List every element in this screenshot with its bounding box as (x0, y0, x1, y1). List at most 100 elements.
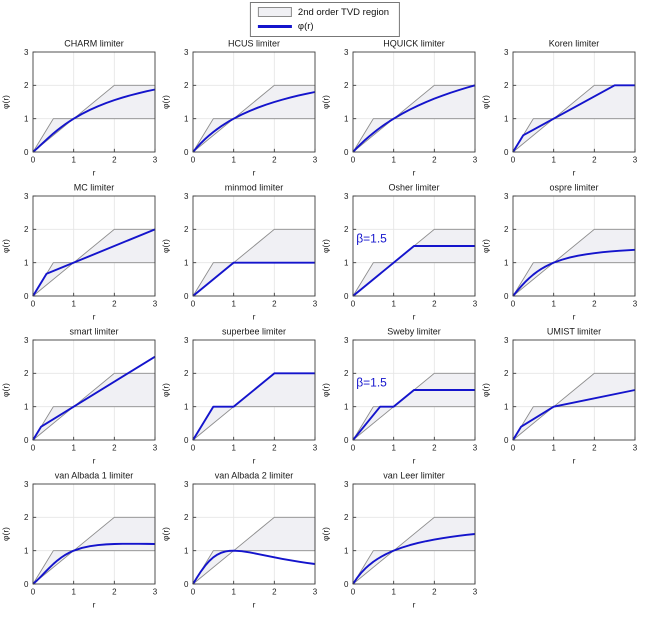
x-tick-label: 0 (351, 300, 356, 309)
x-tick-label: 3 (473, 300, 478, 309)
axes-box (192, 51, 316, 153)
axes-box (512, 195, 636, 297)
subplot-ospre: 0 1 2 3 0 1 2 3 ospre limiter r φ(r) (480, 179, 640, 323)
limiter-curve (32, 88, 156, 153)
y-axis-label: φ(r) (161, 527, 171, 541)
x-tick-label: 3 (633, 156, 638, 165)
y-axis-label: φ(r) (321, 239, 331, 253)
y-tick-label: 0 (344, 148, 349, 157)
subplot-title: van Albada 1 limiter (55, 471, 134, 481)
y-tick-label: 3 (184, 336, 189, 345)
y-tick-label: 0 (24, 436, 29, 445)
x-axis-label: r (413, 168, 416, 178)
x-axis-label: r (573, 456, 576, 466)
x-tick-label: 3 (473, 156, 478, 165)
tvd-region (32, 516, 156, 585)
y-tick-label: 2 (504, 81, 509, 90)
x-tick-label: 1 (551, 444, 556, 453)
subplot-title: Osher limiter (388, 183, 439, 193)
y-axis-label: φ(r) (321, 527, 331, 541)
subplot-superbee: 0 1 2 3 0 1 2 3 superbee limiter r φ(r) (160, 323, 320, 467)
y-axis-label: φ(r) (1, 95, 11, 109)
legend-label-phi-line: φ(r) (297, 20, 314, 32)
x-axis-label: r (253, 456, 256, 466)
x-tick-label: 1 (231, 156, 236, 165)
x-tick-label: 0 (191, 156, 196, 165)
x-tick-label: 0 (351, 156, 356, 165)
y-tick-label: 1 (184, 402, 189, 411)
axes-box (352, 483, 476, 585)
phi-line-swatch (257, 24, 292, 28)
y-tick-label: 1 (24, 402, 29, 411)
tvd-region (352, 516, 476, 585)
subplot-title: MC limiter (74, 183, 115, 193)
subplot-title: HCUS limiter (228, 39, 280, 49)
x-tick-label: 3 (313, 588, 318, 597)
tvd-region (512, 372, 636, 441)
y-axis-label: φ(r) (481, 239, 491, 253)
y-axis-label: φ(r) (481, 95, 491, 109)
axes-box (32, 51, 156, 153)
x-tick-label: 2 (592, 300, 597, 309)
koren-plot: 0 1 2 3 0 1 2 3 Koren limiter r φ(r) (481, 39, 638, 178)
limiter-curve (192, 372, 315, 441)
axes-box (32, 339, 156, 441)
mc-plot: 0 1 2 3 0 1 2 3 MC limiter r φ(r) (1, 183, 158, 322)
x-tick-label: 1 (551, 300, 556, 309)
y-tick-label: 2 (24, 513, 29, 522)
x-tick-label: 2 (592, 444, 597, 453)
x-tick-label: 1 (71, 300, 76, 309)
y-tick-label: 2 (344, 369, 349, 378)
y-tick-label: 0 (504, 436, 509, 445)
subplot-koren: 0 1 2 3 0 1 2 3 Koren limiter r φ(r) (480, 35, 640, 179)
limiter-curve (352, 533, 476, 585)
x-tick-label: 2 (432, 444, 437, 453)
x-tick-label: 1 (391, 444, 396, 453)
limiter-curve (192, 549, 316, 585)
x-tick-label: 2 (272, 444, 277, 453)
van-leer-plot: 0 1 2 3 0 1 2 3 van Leer limiter r φ(r) (321, 471, 478, 610)
y-axis-label: φ(r) (161, 383, 171, 397)
y-tick-label: 3 (24, 336, 29, 345)
x-axis-label: r (93, 312, 96, 322)
y-tick-label: 1 (344, 258, 349, 267)
hquick-plot: 0 1 2 3 0 1 2 3 HQUICK limiter r φ(r) (321, 39, 478, 178)
axes-box (192, 339, 316, 441)
subplot-title: Koren limiter (549, 39, 600, 49)
x-tick-label: 2 (592, 156, 597, 165)
x-tick-label: 1 (231, 444, 236, 453)
y-tick-label: 3 (344, 336, 349, 345)
y-tick-label: 2 (184, 369, 189, 378)
axes-box (32, 195, 156, 297)
x-tick-label: 1 (391, 156, 396, 165)
y-tick-label: 2 (344, 81, 349, 90)
x-tick-label: 3 (473, 444, 478, 453)
x-tick-label: 3 (633, 444, 638, 453)
umist-plot: 0 1 2 3 0 1 2 3 UMIST limiter r φ(r) (481, 327, 638, 466)
legend: 2nd order TVD region φ(r) (249, 2, 401, 37)
tvd-region (32, 372, 156, 441)
van-albada-1-plot: 0 1 2 3 0 1 2 3 van Albada 1 limiter r φ(r) (1, 471, 158, 610)
y-tick-label: 1 (344, 546, 349, 555)
subplot-title: smart limiter (70, 327, 119, 337)
x-tick-label: 3 (313, 156, 318, 165)
x-tick-label: 1 (231, 588, 236, 597)
x-tick-label: 1 (71, 444, 76, 453)
y-tick-label: 2 (344, 513, 349, 522)
x-tick-label: 3 (153, 300, 158, 309)
y-tick-label: 3 (184, 192, 189, 201)
limiter-curve (32, 355, 156, 441)
subplot-title: van Leer limiter (383, 471, 445, 481)
x-tick-label: 0 (351, 588, 356, 597)
y-tick-label: 1 (504, 258, 509, 267)
superbee-plot: 0 1 2 3 0 1 2 3 superbee limiter r φ(r) (161, 327, 318, 466)
x-tick-label: 3 (473, 588, 478, 597)
subplot-van-leer: 0 1 2 3 0 1 2 3 van Leer limiter r φ(r) (320, 467, 480, 611)
tvd-region (512, 228, 636, 297)
x-tick-label: 0 (511, 444, 516, 453)
y-tick-label: 0 (24, 292, 29, 301)
ospre-plot: 0 1 2 3 0 1 2 3 ospre limiter r φ(r) (481, 183, 638, 322)
y-tick-label: 3 (184, 48, 189, 57)
y-tick-label: 2 (504, 369, 509, 378)
